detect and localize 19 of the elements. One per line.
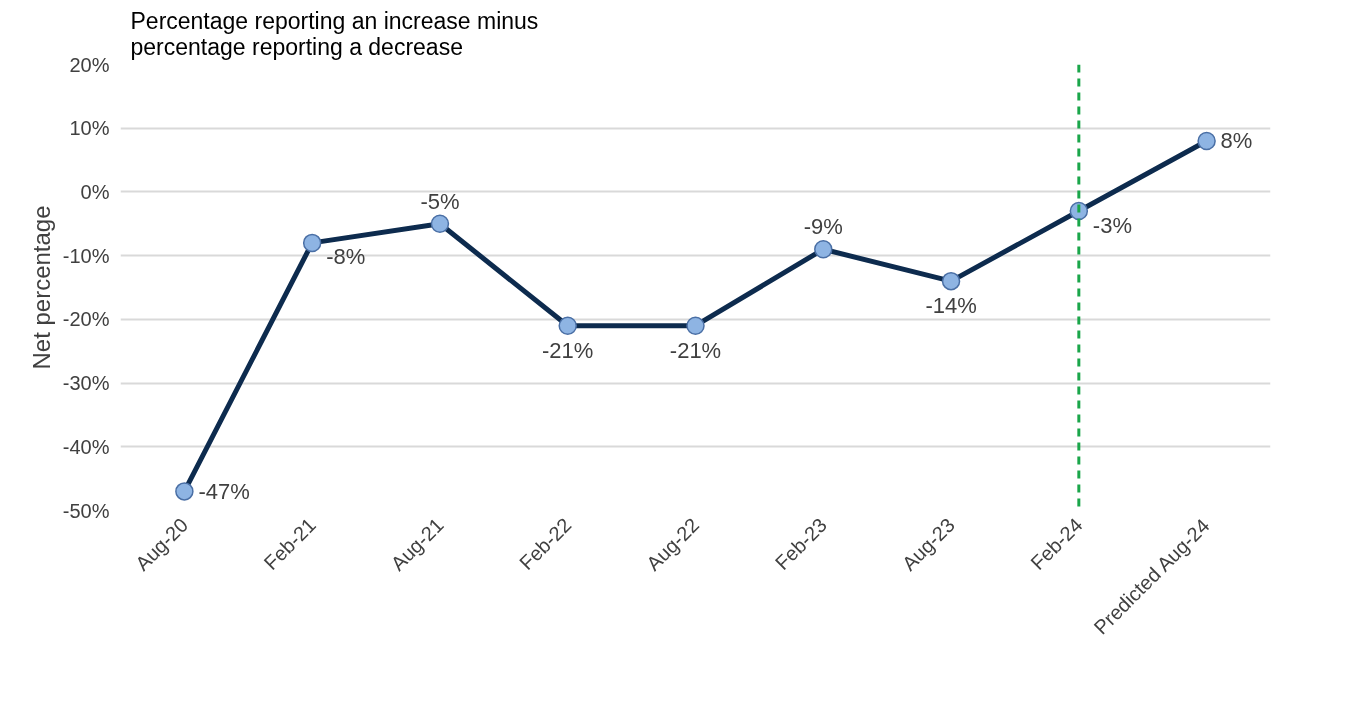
data-label: -21%: [669, 337, 722, 363]
y-tick-label: 20%: [69, 53, 110, 76]
y-tick-label: 10%: [69, 117, 110, 140]
text: Percentage reporting an increase minus percentage reporting a decrease: [130, 7, 539, 60]
data-label: -5%: [420, 188, 460, 214]
data-label: -21%: [542, 337, 594, 363]
data-label: -47%: [198, 478, 250, 504]
y-tick-label: -20%: [62, 308, 110, 331]
y-tick-label: -50%: [62, 499, 110, 522]
y-tick-label: -10%: [62, 244, 110, 267]
data-label: 8%: [1220, 128, 1253, 154]
y-axis-title: Net percentage: [27, 205, 55, 370]
data-label: -8%: [326, 244, 366, 270]
y-tick-label: 0%: [80, 180, 110, 203]
data-label: -3%: [1092, 212, 1132, 238]
data-label: -14%: [925, 293, 977, 319]
data-label: -9%: [803, 214, 843, 240]
y-tick-label: -40%: [62, 435, 110, 458]
y-tick-label: -30%: [62, 372, 110, 395]
